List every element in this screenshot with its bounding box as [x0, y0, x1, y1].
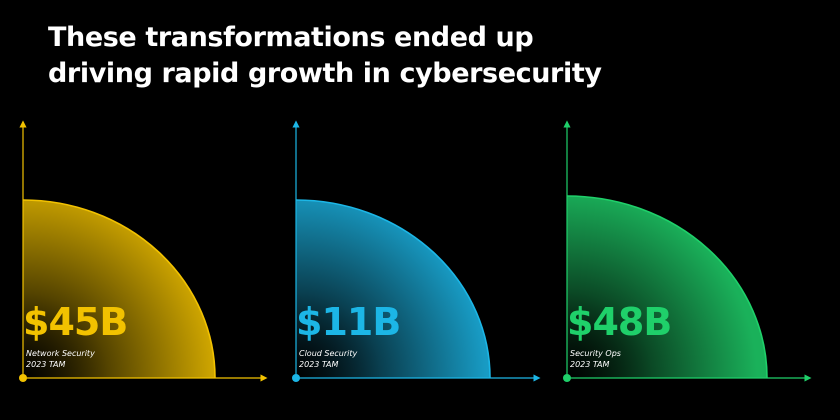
tam-curve	[295, 199, 491, 379]
tam-caption: Cloud Security 2023 TAM	[299, 348, 357, 370]
axis-origin-dot	[563, 374, 571, 382]
tam-curve	[566, 195, 768, 379]
period-label: 2023 TAM	[26, 360, 66, 369]
period-label: 2023 TAM	[299, 360, 339, 369]
segment-label: Network Security	[26, 349, 95, 358]
tam-area	[296, 200, 490, 378]
quarter-circle-graphic-network	[19, 120, 268, 382]
market-panel-network-security: $45B Network Security 2023 TAM	[18, 118, 278, 388]
tam-caption: Network Security 2023 TAM	[26, 348, 95, 370]
tam-caption: Security Ops 2023 TAM	[570, 348, 621, 370]
segment-label: Cloud Security	[299, 349, 358, 358]
quarter-circle-graphic-secops	[563, 120, 812, 382]
tam-curve	[22, 199, 216, 379]
market-panel-cloud-security: $11B Cloud Security 2023 TAM	[291, 118, 551, 388]
axis-origin-dot	[292, 374, 300, 382]
headline-line-2: driving rapid growth in cybersecurity	[48, 58, 602, 89]
segment-label: Security Ops	[570, 349, 621, 358]
period-label: 2023 TAM	[570, 360, 610, 369]
tam-amount: $11B	[296, 300, 401, 344]
axis-origin-dot	[19, 374, 27, 382]
tam-amount: $48B	[567, 300, 672, 344]
page-title: These transformations ended up driving r…	[48, 20, 602, 92]
tam-amount: $45B	[23, 300, 128, 344]
market-panel-security-ops: $48B Security Ops 2023 TAM	[562, 118, 822, 388]
tam-area	[567, 196, 767, 378]
quarter-circle-graphic-cloud	[292, 120, 541, 382]
tam-area	[23, 200, 215, 378]
headline-line-1: These transformations ended up	[48, 22, 534, 53]
